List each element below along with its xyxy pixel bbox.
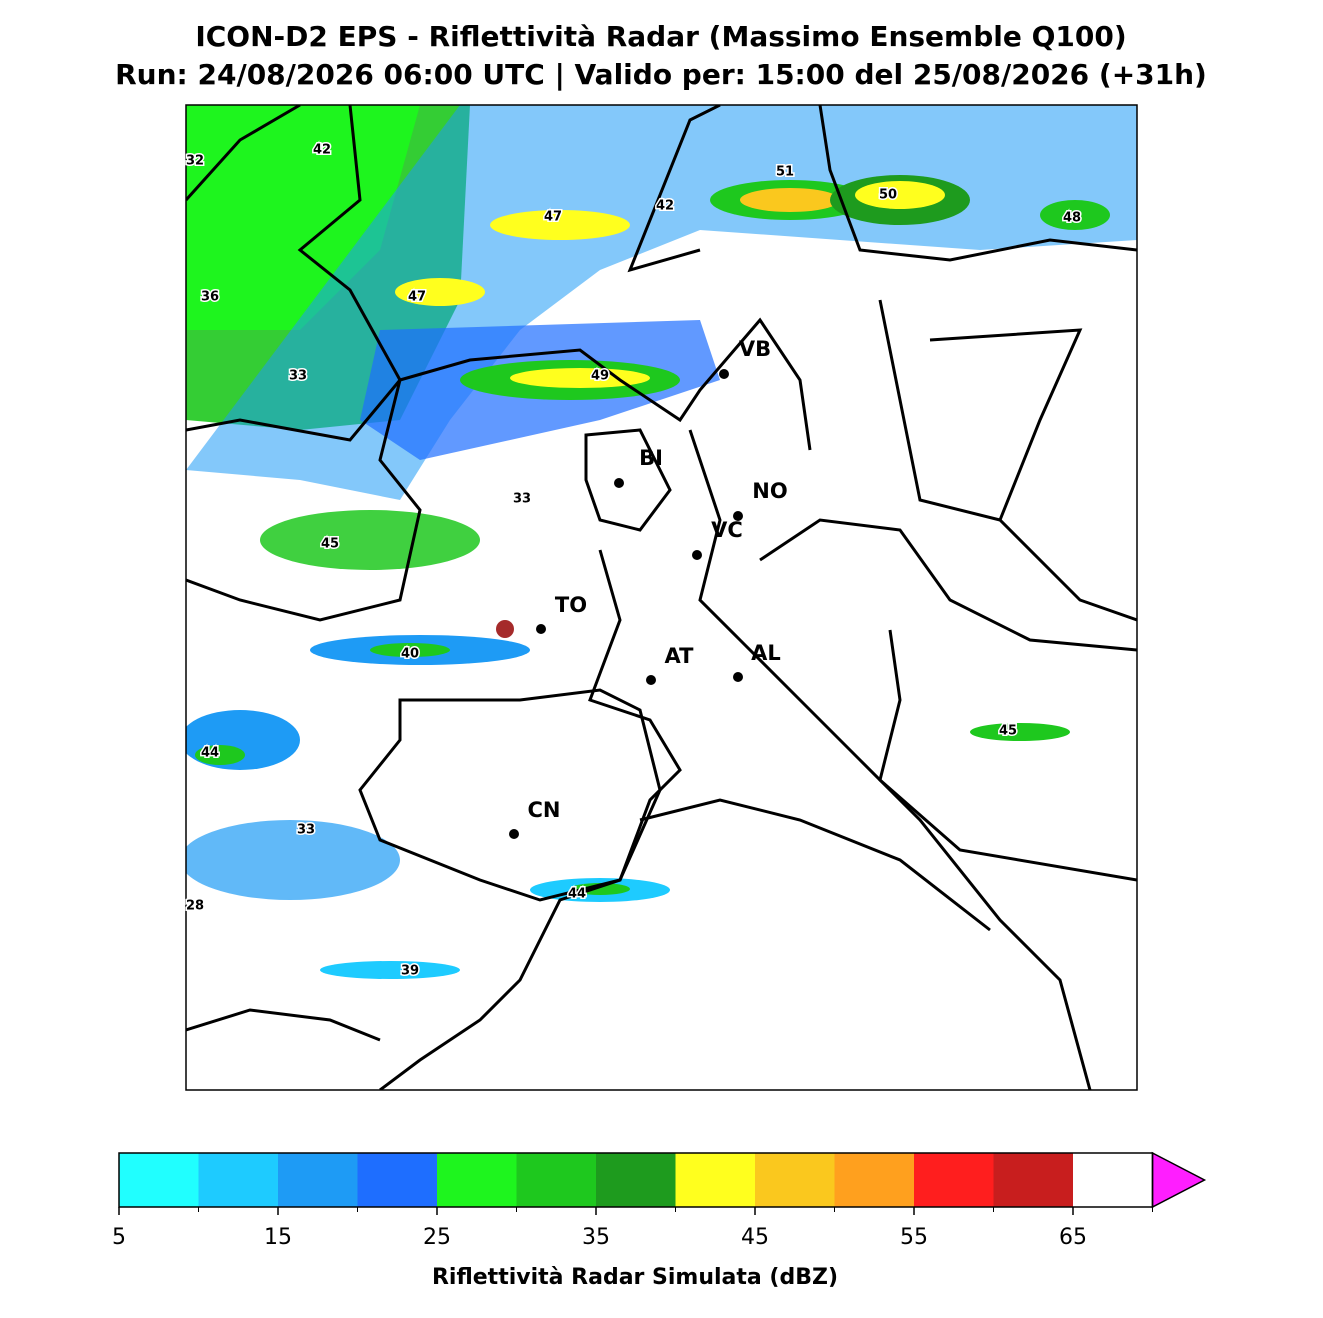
borders	[186, 105, 1137, 1090]
city-label: NO	[752, 479, 787, 503]
colorbar-frame	[118, 1152, 1154, 1208]
max-value-label: 28	[186, 899, 204, 914]
city-label: AL	[751, 641, 781, 665]
title: ICON-D2 EPS - Riflettività Radar (Massim…	[195, 20, 1126, 53]
city-dot	[646, 675, 656, 685]
max-value-label: 47	[408, 290, 426, 305]
city-dot	[692, 550, 702, 560]
city-dot	[733, 672, 743, 682]
colorbar-bin	[198, 1153, 278, 1207]
city-dot	[733, 511, 743, 521]
colorbar-bin	[357, 1153, 437, 1207]
max-value-label: 45	[321, 537, 339, 552]
max-value-label: 36	[201, 290, 219, 305]
colorbar-tick-label: 55	[900, 1225, 928, 1250]
colorbar-bin	[516, 1153, 596, 1207]
colorbar-bin	[834, 1153, 914, 1207]
colorbar-tick-label: 65	[1059, 1225, 1087, 1250]
location-marker	[496, 620, 514, 638]
max-value-label: 32	[186, 154, 204, 169]
colorbar-bin	[596, 1153, 676, 1207]
colorbar-bin	[437, 1153, 517, 1207]
max-value-label: 40	[401, 647, 419, 662]
max-value-label: 48	[1063, 211, 1081, 226]
subtitle: Run: 24/08/2026 06:00 UTC | Valido per: …	[115, 58, 1207, 91]
colorbar-tick-label: 35	[582, 1225, 610, 1250]
max-value-label: 47	[544, 210, 562, 225]
colorbar-bin	[675, 1153, 755, 1207]
city-dot	[536, 624, 546, 634]
max-value-label: 51	[776, 165, 794, 180]
max-value-label: 50	[879, 188, 897, 203]
radar-field	[186, 105, 1137, 979]
city-dot	[509, 829, 519, 839]
max-value-label: 44	[201, 746, 219, 761]
colorbar-bin	[993, 1153, 1073, 1207]
colorbar-bin	[278, 1153, 358, 1207]
colorbar-extend	[1151, 1151, 1207, 1209]
max-value-label: 42	[656, 199, 674, 214]
max-value-label: 45	[999, 724, 1017, 739]
colorbar-bin	[119, 1153, 199, 1207]
colorbar-tick-label: 15	[264, 1225, 292, 1250]
max-value-label: 42	[313, 143, 331, 158]
max-value-label: 33	[297, 823, 315, 838]
colorbar-bin	[755, 1153, 835, 1207]
city-label: TO	[555, 593, 587, 617]
colorbar-tick-label: 5	[112, 1225, 126, 1250]
max-value-label: 49	[591, 369, 609, 384]
map-frame	[185, 104, 1138, 1091]
city-label: CN	[528, 798, 561, 822]
max-value-label: 39	[401, 964, 419, 979]
max-value-label: 44	[568, 887, 586, 902]
max-value-label: 33	[513, 492, 531, 507]
city-dot	[614, 478, 624, 488]
max-value-label: 33	[289, 369, 307, 384]
colorbar-tick-label: 45	[741, 1225, 769, 1250]
city-label: VB	[739, 337, 771, 361]
city-label: BI	[639, 446, 663, 470]
city-dot	[719, 369, 729, 379]
colorbar-label: Riflettività Radar Simulata (dBZ)	[432, 1265, 838, 1290]
colorbar-bin	[914, 1153, 994, 1207]
colorbar-tick-label: 25	[423, 1225, 451, 1250]
city-label: AT	[665, 644, 695, 668]
city-label: VC	[711, 518, 743, 542]
